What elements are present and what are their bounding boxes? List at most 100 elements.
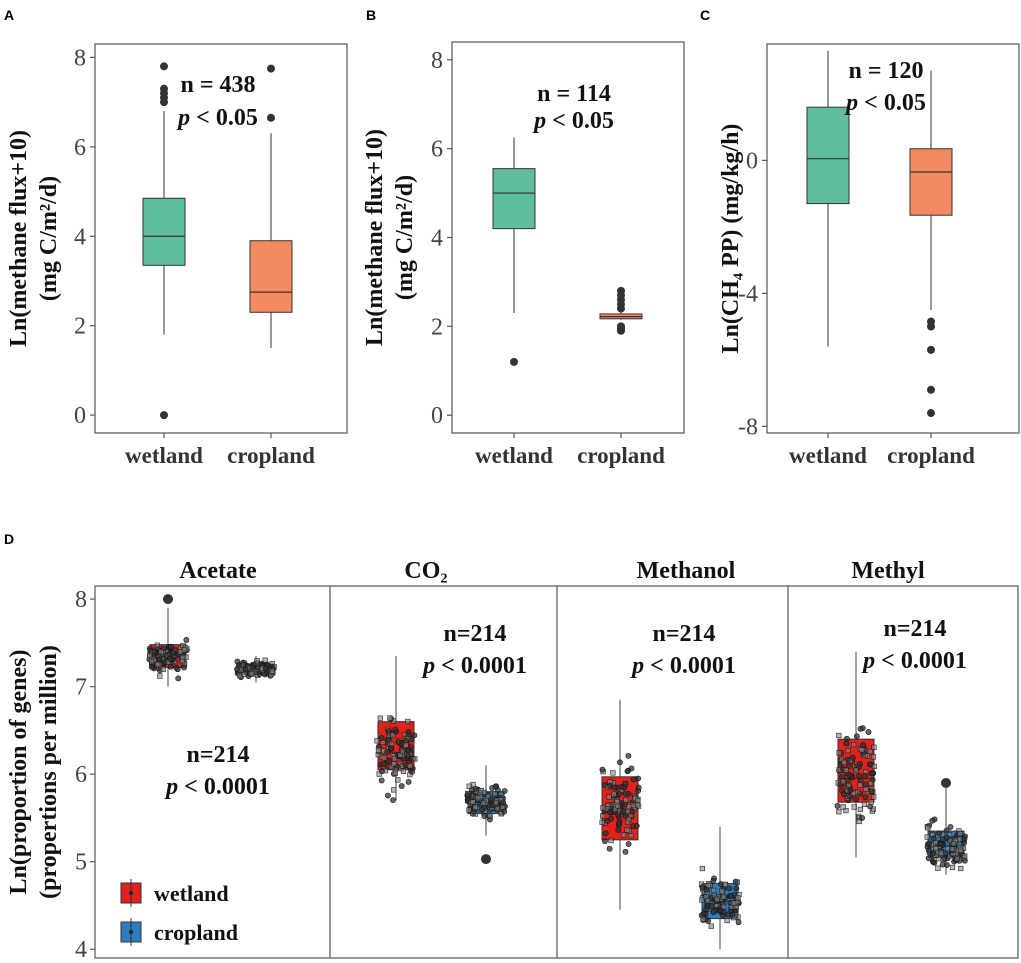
x-tick-label: cropland xyxy=(887,443,975,468)
jitter-point xyxy=(405,752,412,759)
jitter-point xyxy=(602,830,609,837)
jitter-point xyxy=(501,808,508,815)
jitter-point xyxy=(156,656,163,663)
jitter-point xyxy=(492,791,498,797)
stat-n: n=214 xyxy=(652,621,715,647)
y-tick-label: 0 xyxy=(74,403,86,429)
jitter-point xyxy=(719,888,725,894)
jitter-point xyxy=(619,808,626,815)
jitter-point xyxy=(843,807,849,814)
y-tick-label: 8 xyxy=(431,48,443,74)
y-tick-label: 4 xyxy=(75,937,87,963)
jitter-point xyxy=(926,840,932,847)
outlier-point xyxy=(267,113,275,122)
jitter-point xyxy=(871,744,877,750)
jitter-point xyxy=(699,897,705,903)
jitter-point xyxy=(936,830,942,837)
outlier-point xyxy=(941,777,951,788)
jitter-point xyxy=(868,780,874,787)
jitter-point xyxy=(836,809,842,815)
jitter-point xyxy=(851,742,857,748)
legend-label-wetland: wetland xyxy=(154,881,229,906)
jitter-point xyxy=(630,776,637,783)
jitter-point xyxy=(466,783,472,789)
legend-dot xyxy=(129,930,133,934)
jitter-point xyxy=(867,748,873,755)
jitter-point xyxy=(633,823,640,829)
jitter-point xyxy=(384,749,391,755)
jitter-point xyxy=(404,747,411,754)
jitter-point xyxy=(181,664,187,671)
jitter-point xyxy=(850,790,856,796)
jitter-point xyxy=(925,847,932,854)
y-tick-label: 5 xyxy=(75,850,87,876)
stat-p: p < 0.0001 xyxy=(630,653,736,679)
jitter-point xyxy=(392,770,398,776)
jitter-point xyxy=(400,768,407,774)
jitter-point xyxy=(859,747,865,753)
jitter-point xyxy=(732,878,739,885)
jitter-point xyxy=(616,790,623,797)
jitter-point xyxy=(857,782,863,788)
jitter-point xyxy=(950,841,957,847)
stat-n: n=214 xyxy=(883,616,946,642)
jitter-point xyxy=(602,838,608,845)
jitter-point xyxy=(374,738,380,744)
jitter-point xyxy=(961,857,968,864)
y-tick-label: 7 xyxy=(75,675,87,701)
jitter-point xyxy=(148,658,155,665)
jitter-point xyxy=(616,820,622,827)
y-axis-label: Ln(proportion of genes) (propertions per … xyxy=(6,645,62,899)
y-tick-label: 2 xyxy=(431,314,443,340)
jitter-point xyxy=(943,827,950,834)
jitter-point xyxy=(391,761,397,767)
jitter-point xyxy=(403,742,409,748)
jitter-point xyxy=(148,664,155,670)
jitter-point xyxy=(622,848,629,855)
jitter-point xyxy=(375,747,382,753)
jitter-point xyxy=(735,919,742,926)
jitter-point xyxy=(487,813,493,819)
jitter-point xyxy=(472,804,478,810)
y-tick-label: 8 xyxy=(75,587,87,613)
jitter-point xyxy=(841,791,847,798)
jitter-point xyxy=(733,885,740,892)
jitter-point xyxy=(859,815,865,821)
jitter-point xyxy=(856,772,862,779)
jitter-point xyxy=(730,900,737,906)
facet-title: Methyl xyxy=(851,558,925,584)
y-axis-label-line1: Ln(proportion of genes) xyxy=(6,650,32,895)
jitter-point xyxy=(158,649,164,655)
jitter-point xyxy=(501,788,508,794)
panel-frame xyxy=(94,43,348,434)
jitter-point xyxy=(711,887,717,893)
outlier-point xyxy=(267,64,275,73)
jitter-point xyxy=(867,803,873,810)
jitter-point xyxy=(699,865,705,872)
jitter-point xyxy=(843,740,850,747)
facet-title: Acetate xyxy=(179,558,257,584)
stat-p-symbol: p xyxy=(630,653,644,679)
box-wetland xyxy=(492,168,536,230)
stat-p-symbol: p xyxy=(844,90,858,116)
stat-n: n=214 xyxy=(186,742,249,768)
jitter-point xyxy=(391,787,397,793)
jitter-point xyxy=(385,736,391,743)
stat-n: n = 120 xyxy=(848,58,923,84)
stat-p-symbol: p xyxy=(532,108,546,134)
outlier-point xyxy=(927,385,935,394)
jitter-point xyxy=(403,737,410,744)
jitter-point xyxy=(628,832,634,839)
stat-p-value: < 0.0001 xyxy=(875,648,967,674)
jitter-point xyxy=(151,648,158,655)
y-axis-label: Ln(methane flux+10) (mg C/m²/d) xyxy=(6,130,62,347)
jitter-point xyxy=(947,838,953,844)
jitter-point xyxy=(726,885,733,892)
jitter-point xyxy=(168,643,174,650)
jitter-point xyxy=(392,726,399,733)
jitter-point xyxy=(937,841,944,848)
jitter-point xyxy=(381,755,388,761)
jitter-point xyxy=(405,718,411,725)
jitter-point xyxy=(599,766,606,773)
